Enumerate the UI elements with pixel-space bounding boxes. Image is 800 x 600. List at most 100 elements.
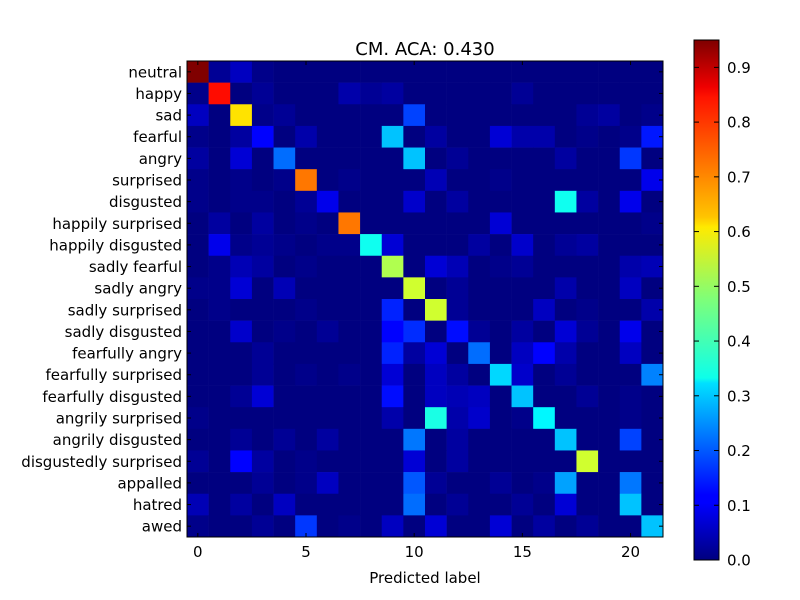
cell-14-20	[619, 363, 642, 386]
cell-13-19	[598, 342, 621, 365]
cell-16-1	[208, 407, 231, 430]
cell-2-10	[403, 104, 426, 127]
cell-17-6	[316, 428, 339, 451]
cell-21-3	[251, 515, 274, 538]
cell-8-20	[619, 234, 642, 257]
cell-15-4	[273, 385, 296, 408]
cell-19-16	[533, 472, 556, 495]
cell-6-9	[381, 190, 404, 213]
cell-21-19	[598, 515, 621, 538]
cell-17-16	[533, 428, 556, 451]
cell-12-2	[230, 320, 253, 343]
cell-21-12	[446, 515, 469, 538]
cell-7-1	[208, 212, 231, 235]
cell-11-0	[187, 299, 209, 321]
cell-2-0	[187, 104, 209, 127]
cell-1-7	[338, 82, 361, 105]
cell-10-5	[295, 277, 318, 300]
cell-20-7	[338, 493, 361, 516]
cell-3-19	[598, 125, 621, 148]
cell-9-20	[619, 255, 642, 278]
cell-13-18	[576, 342, 599, 365]
cell-1-0	[187, 82, 209, 105]
cell-8-19	[598, 234, 621, 257]
cell-0-9	[381, 61, 404, 83]
cell-17-21	[641, 428, 664, 451]
cell-14-1	[208, 363, 231, 386]
y-tick-label: sadly angry	[94, 280, 182, 298]
cell-3-5	[295, 125, 318, 148]
cell-17-3	[251, 428, 274, 451]
cell-17-17	[554, 428, 577, 451]
cell-11-19	[598, 299, 621, 321]
cell-14-8	[360, 363, 383, 386]
cell-12-14	[489, 320, 512, 343]
cell-9-16	[533, 255, 556, 278]
cell-5-14	[489, 169, 512, 192]
cell-10-10	[403, 277, 426, 300]
cell-12-10	[403, 320, 426, 343]
cell-9-0	[187, 255, 209, 278]
cell-21-10	[403, 515, 426, 538]
cell-13-8	[360, 342, 383, 365]
cell-13-11	[425, 342, 447, 365]
cell-6-7	[338, 190, 361, 213]
y-tick-label: happily surprised	[52, 215, 182, 233]
y-tick-label: awed	[142, 518, 182, 536]
cell-0-21	[641, 61, 664, 83]
cell-5-0	[187, 169, 209, 192]
cell-4-7	[338, 147, 361, 170]
cell-19-17	[554, 472, 577, 495]
cell-13-17	[554, 342, 577, 365]
cell-2-14	[489, 104, 512, 127]
cell-3-10	[403, 125, 426, 148]
cell-16-4	[273, 407, 296, 430]
cell-3-9	[381, 125, 404, 148]
y-tick-labels: neutral happy sad fearful angry surprised disg…	[21, 63, 663, 536]
y-tick-label: fearful	[133, 128, 182, 146]
cell-8-12	[446, 234, 469, 257]
cell-13-2	[230, 342, 253, 365]
cell-5-11	[425, 169, 447, 192]
cell-5-8	[360, 169, 383, 192]
cell-5-17	[554, 169, 577, 192]
cell-19-12	[446, 472, 469, 495]
cell-7-16	[533, 212, 556, 235]
cell-14-11	[425, 363, 447, 386]
cell-15-2	[230, 385, 253, 408]
cell-6-17	[554, 190, 577, 213]
cell-17-20	[619, 428, 642, 451]
cell-21-1	[208, 515, 231, 538]
cell-0-1	[208, 61, 231, 83]
cell-13-9	[381, 342, 404, 365]
cell-17-0	[187, 428, 209, 451]
cell-4-13	[468, 147, 491, 170]
cell-14-0	[187, 363, 209, 386]
cell-12-4	[273, 320, 296, 343]
cell-8-11	[425, 234, 447, 257]
cell-7-5	[295, 212, 318, 235]
cell-19-7	[338, 472, 361, 495]
y-tick-label: angry	[139, 150, 182, 168]
cell-17-4	[273, 428, 296, 451]
cell-16-8	[360, 407, 383, 430]
cell-18-1	[208, 450, 231, 473]
cell-5-18	[576, 169, 599, 192]
cell-11-4	[273, 299, 296, 321]
cell-6-11	[425, 190, 447, 213]
cell-13-5	[295, 342, 318, 365]
cell-19-2	[230, 472, 253, 495]
cell-5-1	[208, 169, 231, 192]
cell-5-20	[619, 169, 642, 192]
cell-7-8	[360, 212, 383, 235]
cell-21-21	[641, 515, 664, 538]
cell-19-14	[489, 472, 512, 495]
cell-14-4	[273, 363, 296, 386]
cell-9-21	[641, 255, 664, 278]
cell-4-21	[641, 147, 664, 170]
cell-5-6	[316, 169, 339, 192]
cell-0-17	[554, 61, 577, 83]
y-tick-label: happily disgusted	[49, 236, 182, 254]
cell-18-12	[446, 450, 469, 473]
cell-13-7	[338, 342, 361, 365]
